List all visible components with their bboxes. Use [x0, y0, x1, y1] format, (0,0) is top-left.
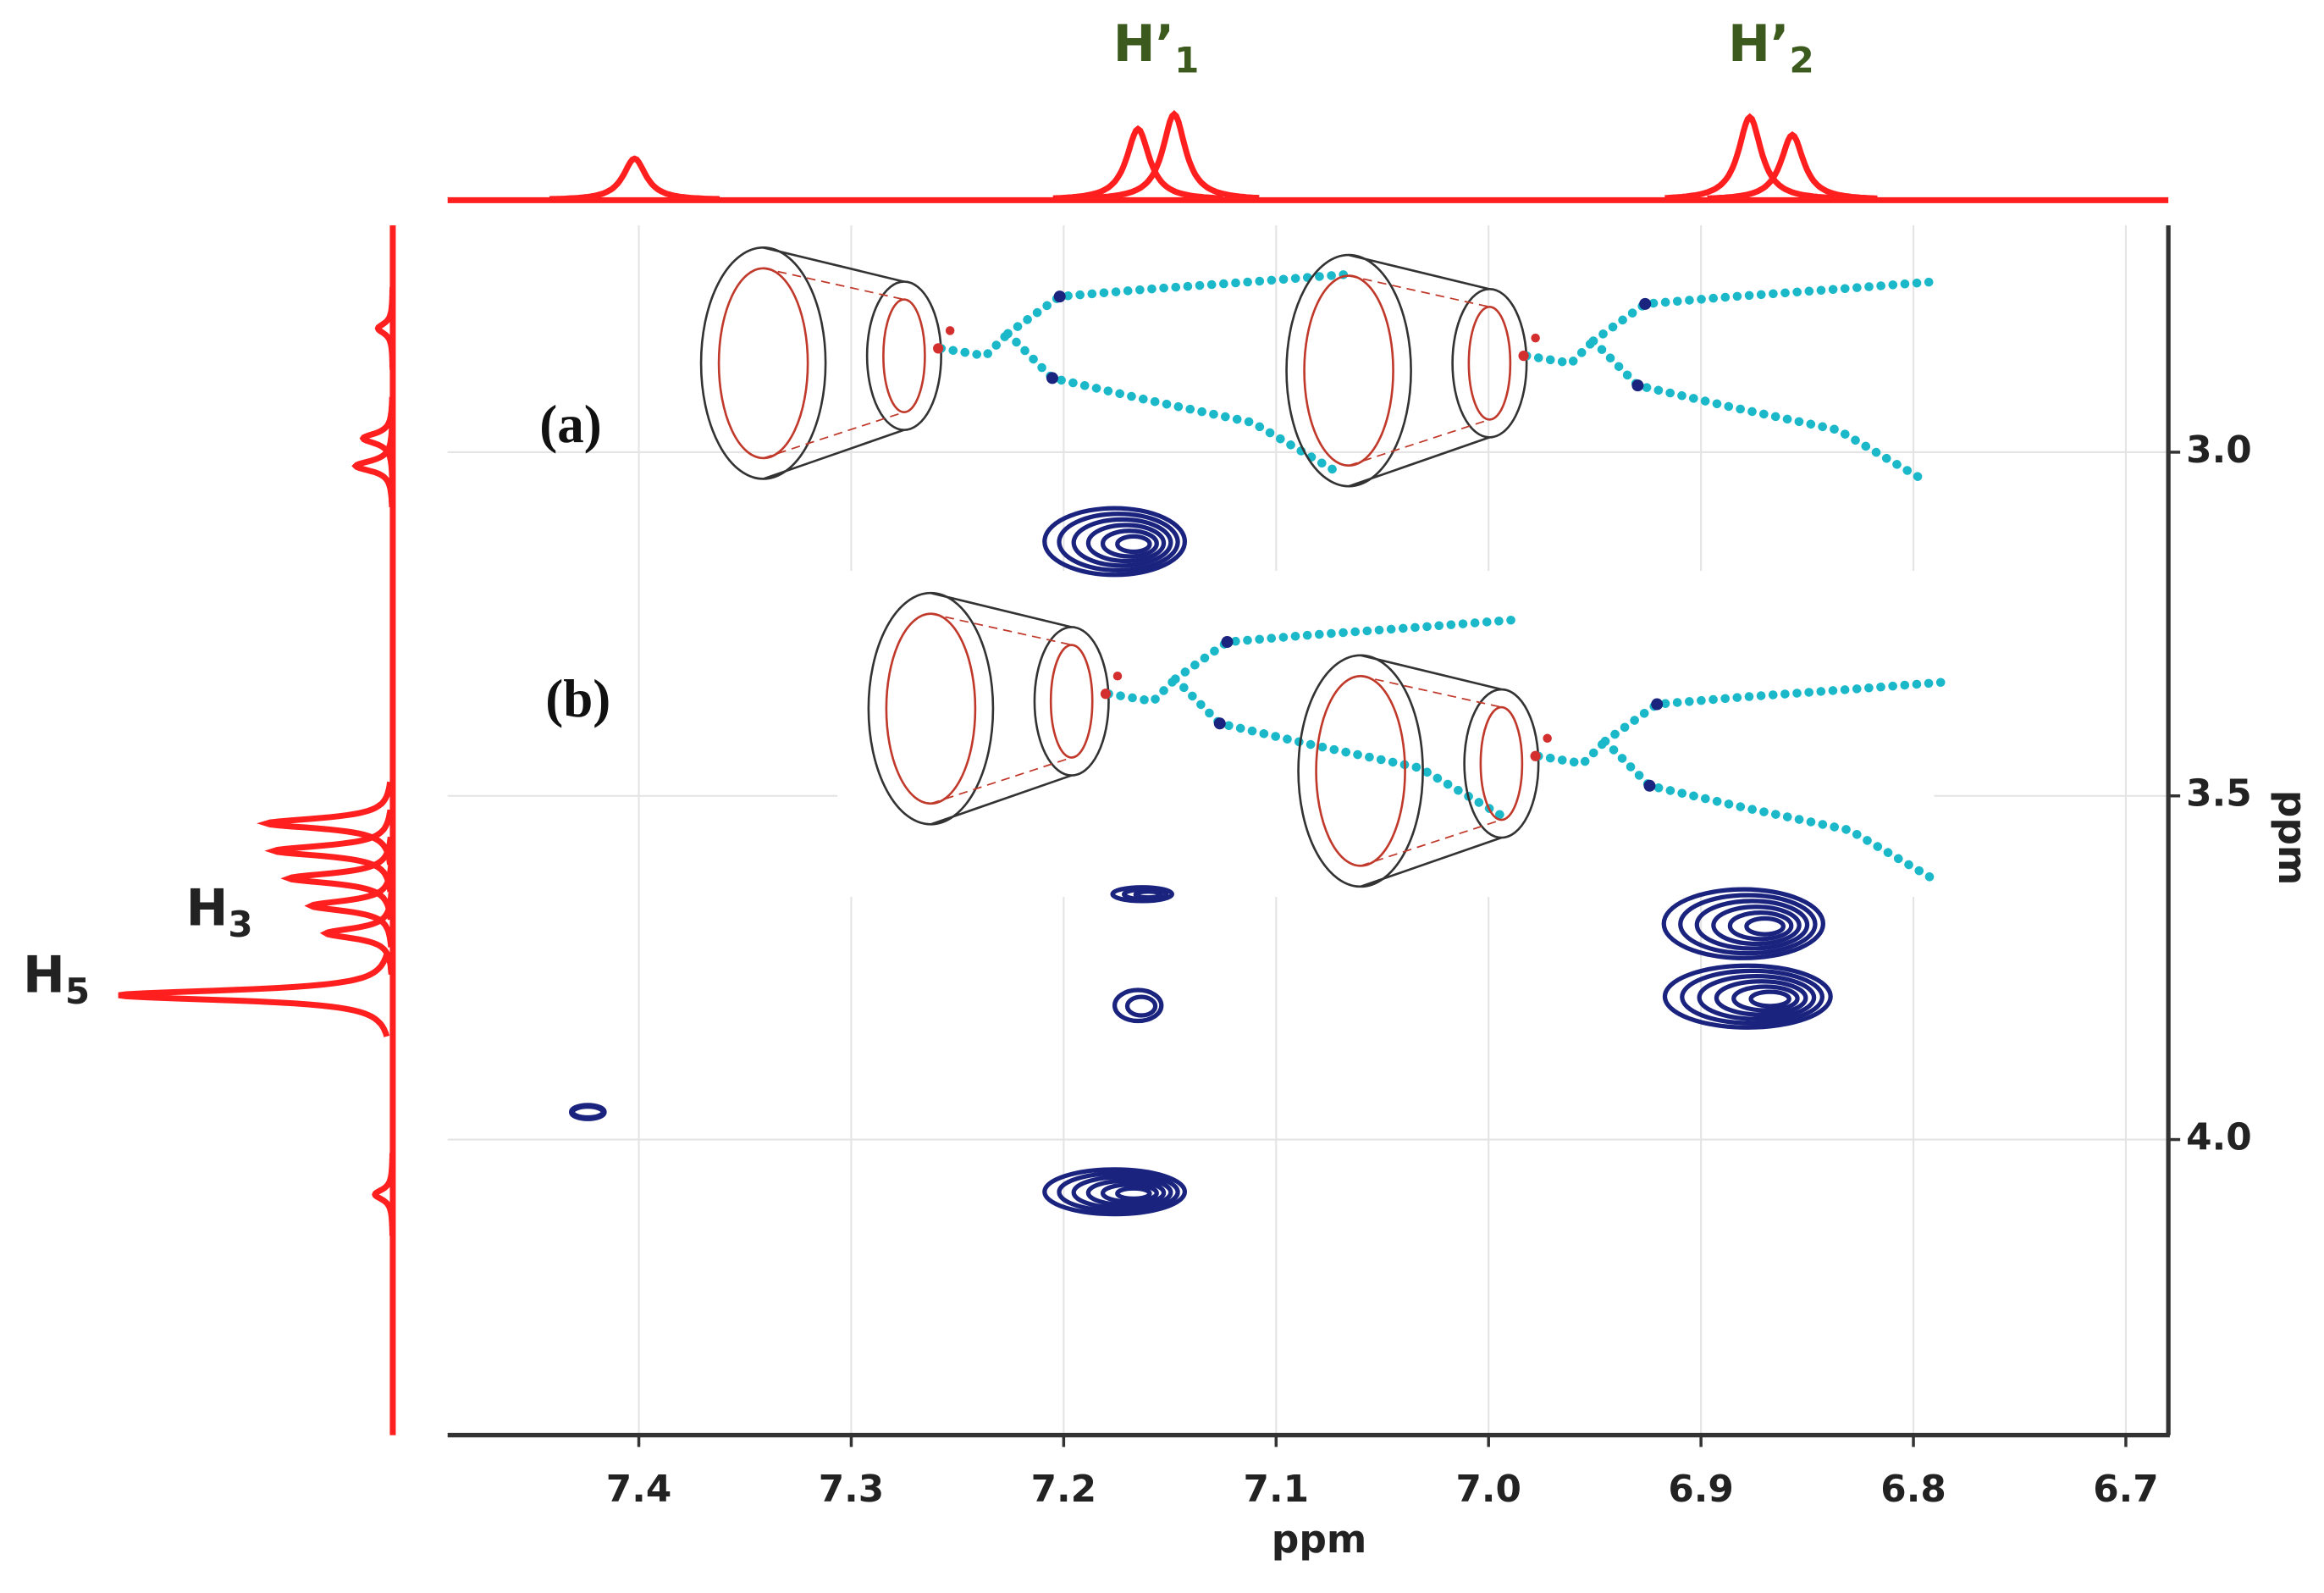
peak-annotation: H3 [186, 880, 253, 945]
contour-ring [1661, 887, 1826, 960]
annotation-subscript: 1 [1174, 39, 1199, 80]
side-projection-peak [351, 424, 395, 507]
top-projection-peak [1089, 110, 1260, 202]
cross-peak [1110, 885, 1174, 904]
contour-ring [1662, 963, 1833, 1030]
peak-annotation: H5 [23, 946, 90, 1011]
contour-ring [1100, 528, 1159, 559]
contour-ring [1115, 1186, 1152, 1201]
top-projection-peak [1052, 124, 1223, 202]
side-projection-peak [118, 953, 390, 1037]
top-projection-peak [1664, 113, 1835, 202]
contour-ring [1100, 1182, 1159, 1204]
contour-ring [1133, 889, 1163, 900]
contour-ring [1711, 904, 1802, 947]
contour-ring [1057, 512, 1180, 572]
top-projection-peak [1707, 131, 1878, 202]
contour-ring [569, 1103, 607, 1121]
cross-peak [1662, 963, 1833, 1030]
y-tick-label: 3.0 [2186, 429, 2252, 472]
side-projection-peak [359, 396, 395, 480]
x-tick-label: 7.0 [1455, 1468, 1521, 1511]
x-tick-label: 7.1 [1244, 1468, 1310, 1511]
cartoon-b [837, 570, 1946, 898]
annotation-subscript: 5 [65, 970, 90, 1011]
x-tick-label: 7.4 [606, 1468, 672, 1511]
contour-ring [1042, 506, 1188, 578]
side-projection-peak [304, 864, 395, 948]
cross-peak [1112, 987, 1164, 1024]
contour-ring [1085, 523, 1167, 564]
annotation-subscript: 3 [228, 904, 252, 945]
x-tick-label: 7.2 [1031, 1468, 1097, 1511]
contour-ring [1057, 1170, 1180, 1214]
contour-ring [1112, 987, 1164, 1024]
x-tick-label: 6.7 [2093, 1468, 2159, 1511]
contour-ring [1678, 893, 1818, 956]
contour-ring [1071, 1175, 1173, 1210]
peak-annotation: H’1 [1113, 15, 1200, 80]
x-tick-label: 6.8 [1880, 1468, 1946, 1511]
contour-ring [1680, 968, 1825, 1026]
contour-ring [1748, 989, 1791, 1009]
panel-label: (a) [539, 395, 601, 454]
x-tick-label: 6.9 [1668, 1468, 1734, 1511]
peak-annotation: H’2 [1728, 15, 1814, 80]
cross-peak [569, 1103, 607, 1121]
side-projection-peak [372, 1153, 395, 1236]
cross-peak [1661, 887, 1826, 960]
contour-ring [1042, 1167, 1188, 1217]
contour-ring [1071, 517, 1173, 568]
y-tick-label: 4.0 [2186, 1116, 2252, 1159]
y-axis-label: ppm [2270, 790, 2315, 886]
annotation-text: H’ [1113, 15, 1174, 74]
contour-ring [1744, 915, 1786, 937]
x-tick-label: 7.3 [819, 1468, 885, 1511]
side-projection-peak [319, 892, 395, 975]
cartoon-a [701, 247, 1934, 486]
y-tick-label: 3.5 [2186, 772, 2252, 816]
cross-peak [1042, 506, 1188, 578]
contour-ring [1085, 1178, 1167, 1208]
contour-ring [1124, 994, 1158, 1018]
contour-ring [1714, 979, 1808, 1017]
contour-ring [1697, 973, 1817, 1021]
side-projection-peak [374, 287, 396, 370]
contour-ring [1731, 984, 1800, 1013]
contour-ring [1727, 910, 1794, 942]
top-projection-peak [549, 155, 720, 202]
x-axis-label: ppm [1272, 1517, 1367, 1562]
annotation-text: H [23, 946, 65, 1004]
cross-peak [1042, 1167, 1188, 1217]
annotation-subscript: 2 [1790, 39, 1814, 80]
contour-ring [1694, 899, 1810, 951]
panel-label: (b) [545, 669, 610, 728]
annotation-text: H [186, 880, 229, 938]
annotation-text: H’ [1728, 15, 1789, 74]
contour-ring [1115, 534, 1152, 555]
